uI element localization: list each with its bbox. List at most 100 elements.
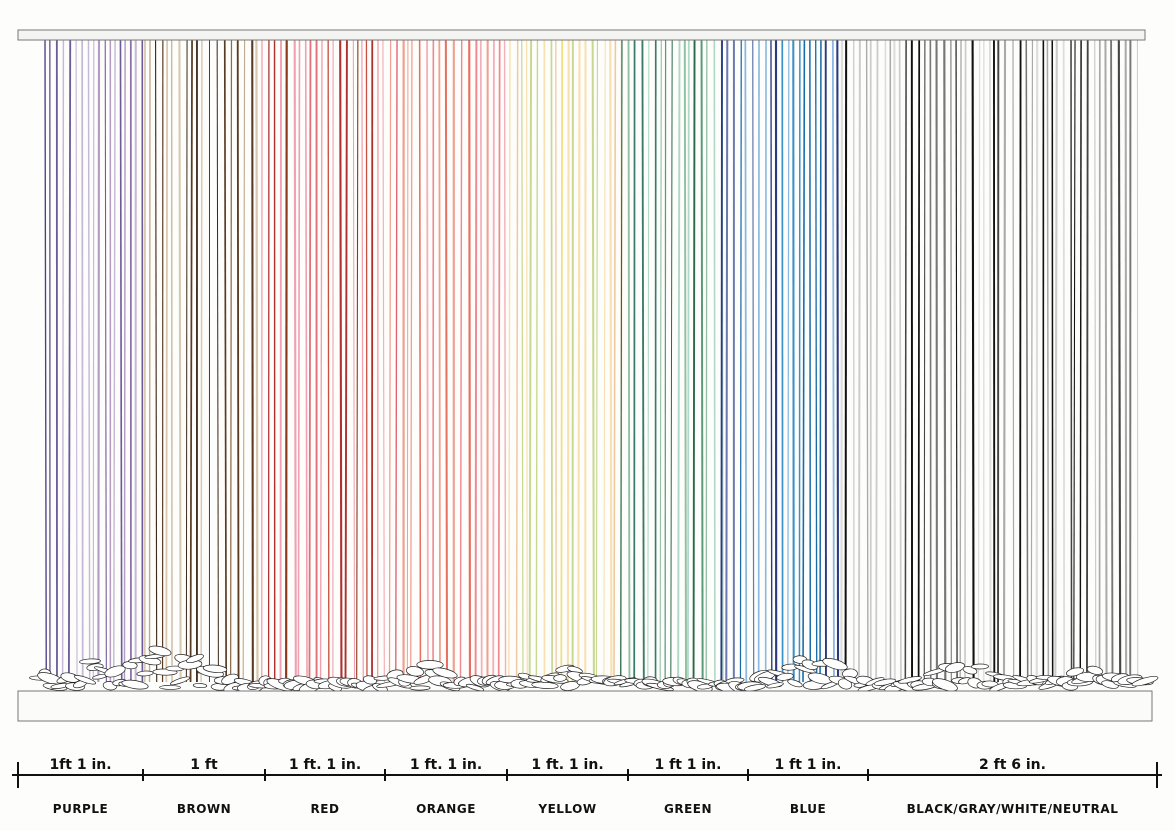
string: [468, 39, 472, 683]
string: [865, 39, 869, 683]
stone: [192, 683, 208, 689]
string: [81, 39, 84, 683]
segment-name: GREEN: [664, 802, 712, 816]
stone: [932, 678, 958, 692]
segment-length: 2 ft 6 in.: [979, 757, 1046, 773]
stone: [121, 679, 149, 690]
segment-name: BLACK/GRAY/WHITE/NEUTRAL: [907, 802, 1119, 816]
string: [692, 39, 696, 683]
string: [959, 39, 962, 683]
top-rail: [17, 29, 1146, 41]
string: [344, 39, 348, 683]
string: [216, 39, 219, 683]
string: [492, 39, 495, 683]
stone: [970, 663, 990, 670]
stone: [787, 679, 803, 688]
string: [943, 39, 947, 683]
string: [438, 39, 441, 683]
segment-name: RED: [311, 802, 340, 816]
string: [659, 39, 662, 683]
segment-length: 1 ft. 1 in.: [531, 757, 603, 773]
segment-name: ORANGE: [416, 802, 476, 816]
base: [17, 690, 1153, 722]
stone: [465, 683, 485, 692]
string: [444, 39, 449, 683]
segment-name: PURPLE: [53, 802, 108, 816]
string: [119, 39, 123, 683]
string: [535, 39, 539, 683]
string: [185, 39, 188, 683]
string: [560, 39, 564, 683]
string: [418, 39, 422, 683]
string: [683, 39, 687, 683]
stone: [1131, 676, 1159, 687]
string: [627, 39, 631, 683]
string: [802, 39, 806, 683]
string: [242, 39, 246, 683]
string: [87, 39, 91, 683]
string: [955, 39, 958, 683]
segment-length: 1 ft. 1 in.: [410, 757, 482, 773]
string: [595, 39, 599, 683]
string: [67, 39, 72, 683]
string: [526, 39, 528, 683]
string: [988, 39, 992, 683]
string: [92, 39, 95, 683]
string: [365, 39, 368, 683]
string: [603, 39, 606, 683]
string: [923, 39, 926, 683]
string: [113, 39, 116, 683]
string: [515, 39, 519, 683]
string: [123, 39, 126, 683]
stone: [432, 667, 458, 679]
string: [361, 39, 364, 683]
string: [521, 39, 524, 683]
string: [459, 39, 463, 683]
segment-length: 1 ft. 1 in.: [289, 757, 361, 773]
string: [609, 39, 613, 683]
segment-name: BLUE: [790, 802, 826, 816]
stone: [186, 654, 204, 664]
string: [898, 39, 902, 683]
strings: [44, 39, 1139, 683]
stone: [822, 658, 848, 671]
string: [1117, 39, 1122, 683]
scale: 1ft 1 in. PURPLE 1 ft BROWN 1 ft. 1 in. RED 1 …: [17, 757, 1158, 816]
string: [857, 39, 861, 683]
string: [1025, 39, 1029, 683]
string: [819, 39, 822, 683]
string: [904, 39, 907, 683]
string: [964, 39, 967, 683]
string: [356, 39, 359, 683]
stone: [945, 662, 965, 673]
string: [388, 39, 392, 683]
segment-name: BROWN: [177, 802, 231, 816]
string: [705, 39, 708, 683]
string: [285, 39, 288, 683]
stone: [104, 665, 126, 678]
string: [977, 39, 981, 683]
string: [1002, 39, 1007, 683]
string: [200, 39, 203, 683]
string: [1094, 39, 1097, 683]
string: [1086, 39, 1089, 683]
string: [293, 39, 297, 683]
string: [97, 39, 101, 683]
string: [1104, 39, 1108, 683]
string: [713, 39, 716, 683]
string: [327, 39, 330, 683]
string: [591, 39, 595, 683]
string: [155, 39, 158, 683]
string: [884, 39, 887, 683]
stone: [416, 660, 444, 670]
stone: [362, 675, 378, 685]
string: [319, 39, 323, 683]
string: [1073, 39, 1076, 683]
stone: [79, 658, 101, 665]
string: [255, 39, 259, 683]
string: [620, 39, 623, 683]
stone: [744, 684, 766, 692]
string: [528, 39, 533, 683]
string: [739, 39, 742, 683]
